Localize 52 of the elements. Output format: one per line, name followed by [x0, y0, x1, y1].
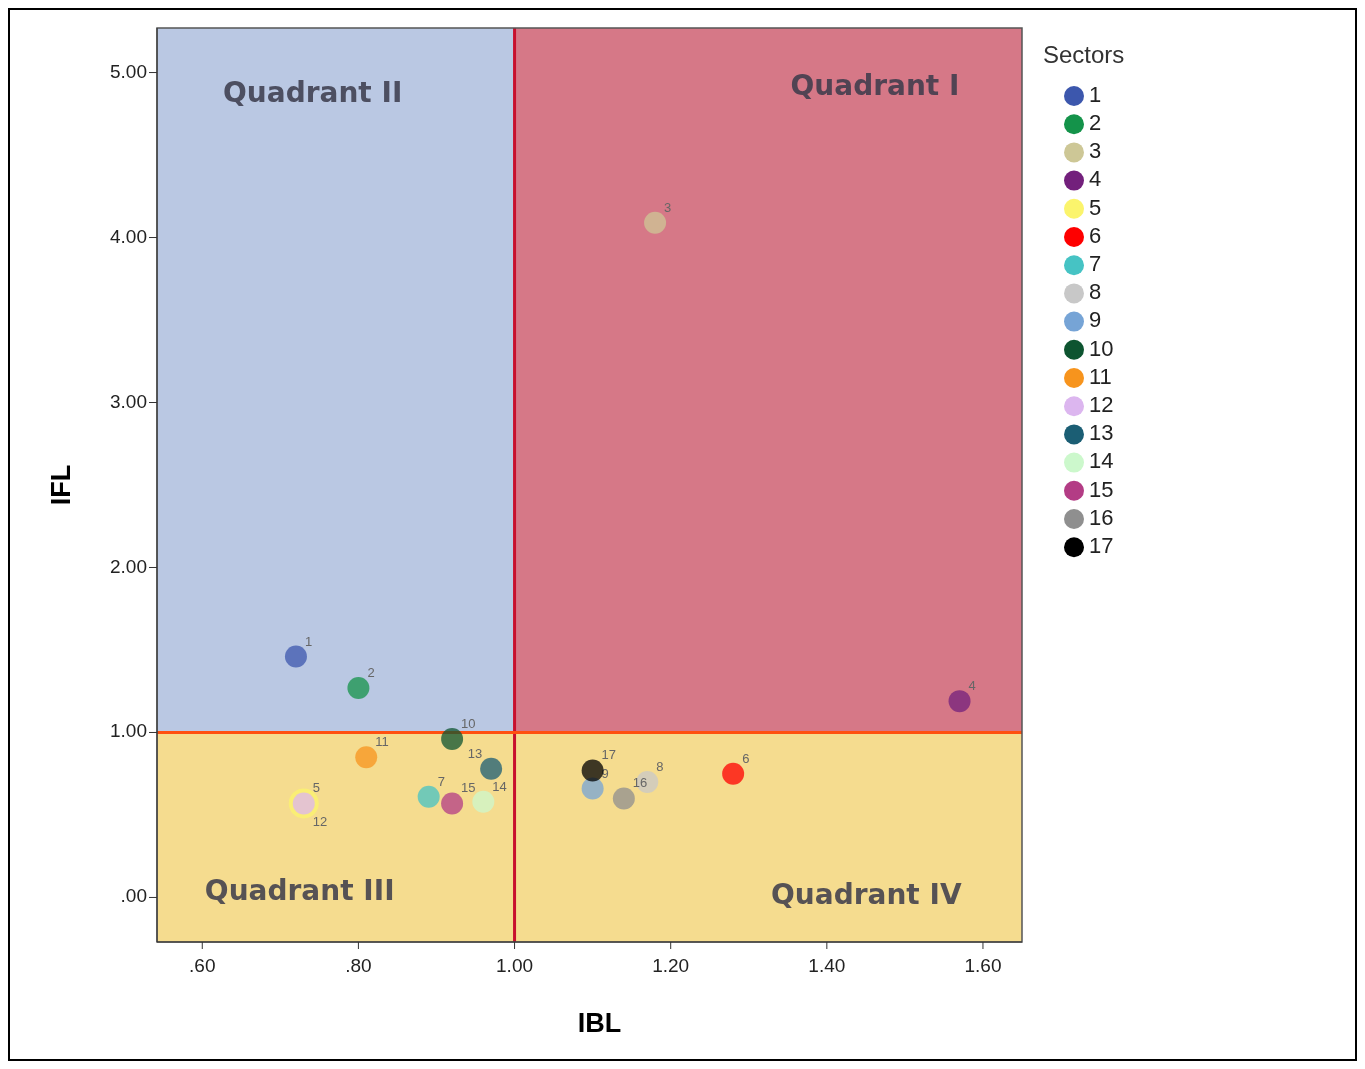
- legend-label: 17: [1089, 533, 1114, 559]
- legend-label: 5: [1089, 194, 1102, 220]
- y-axis-title: IFL: [46, 464, 76, 506]
- text: 6: [742, 750, 750, 766]
- text: 17: [601, 747, 617, 763]
- text: 13: [467, 745, 483, 761]
- y-tick-label: 1.00: [110, 720, 147, 742]
- text: 10: [461, 716, 476, 732]
- legend-label: 8: [1089, 279, 1102, 305]
- legend-label: 13: [1089, 420, 1114, 446]
- annotation: Quadrant IV: [771, 878, 962, 912]
- text: 11: [375, 734, 389, 750]
- legend-label: 2: [1089, 110, 1102, 136]
- legend-label: 14: [1089, 448, 1114, 474]
- text: 15: [461, 780, 476, 796]
- text: 9: [601, 765, 609, 781]
- annotation: Quadrant I: [790, 69, 960, 103]
- legend-label: 15: [1089, 476, 1114, 502]
- y-tick-label: 2.00: [110, 555, 147, 577]
- text: 12: [312, 814, 328, 830]
- text: 14: [492, 778, 507, 794]
- text: 5: [312, 780, 320, 796]
- annotation: Quadrant II: [223, 75, 403, 109]
- text: 16: [632, 775, 648, 791]
- legend-label: 1: [1089, 81, 1102, 107]
- legend-label: 9: [1089, 307, 1102, 333]
- x-tick-label: 1.20: [652, 955, 690, 976]
- text: 7: [437, 773, 445, 789]
- x-tick-label: 1.00: [496, 955, 534, 976]
- legend-label: 3: [1089, 138, 1102, 164]
- legend-label: 7: [1089, 251, 1102, 277]
- legend-label: 12: [1089, 392, 1114, 418]
- legend-label: 10: [1089, 335, 1114, 361]
- legend-label: 11: [1089, 363, 1112, 389]
- text: 12: [304, 633, 375, 680]
- legend-title: Sectors: [1043, 41, 1125, 68]
- y-tick-label: 3.00: [110, 390, 147, 412]
- x-tick-label: .60: [189, 955, 216, 976]
- text: 3: [664, 199, 672, 215]
- x-axis-title: IBL: [577, 1008, 622, 1038]
- x-tick-label: .80: [345, 955, 372, 976]
- annotation: Quadrant III: [204, 873, 395, 907]
- y-tick-label: 4.00: [110, 225, 147, 247]
- y-tick-label: .00: [120, 885, 147, 907]
- x-tick-label: 1.60: [964, 955, 1002, 976]
- legend-label: 16: [1089, 504, 1114, 530]
- text: 4: [968, 678, 976, 694]
- y-tick-label: 5.00: [110, 60, 147, 82]
- text: 8: [656, 758, 664, 774]
- x-tick-label: 1.40: [808, 955, 846, 976]
- legend-label: 6: [1089, 222, 1102, 248]
- legend-label: 4: [1089, 166, 1102, 192]
